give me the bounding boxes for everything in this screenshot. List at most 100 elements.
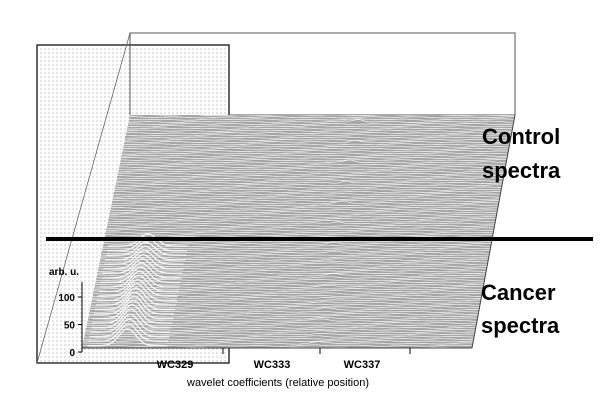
control-spectrum-trace bbox=[123, 145, 515, 148]
control-spectrum-trace bbox=[112, 197, 515, 200]
cancer-peak bbox=[87, 328, 168, 347]
y-tick-label: 0 bbox=[69, 348, 75, 359]
cancer-spectrum-trace bbox=[101, 250, 515, 255]
y-tick-label: 50 bbox=[64, 321, 76, 332]
control-label-line1: Control bbox=[482, 124, 560, 149]
cancer-peak bbox=[90, 313, 171, 333]
cancer-spectrum-trace bbox=[88, 315, 515, 318]
cancer-peak bbox=[94, 291, 175, 311]
control-spectrum-trace bbox=[123, 143, 515, 146]
cancer-peak bbox=[100, 266, 181, 284]
cancer-spectrum-trace bbox=[86, 324, 515, 327]
cancer-spectrum-trace bbox=[102, 247, 515, 250]
cancer-spectrum-trace bbox=[82, 341, 515, 345]
control-spectrum-trace bbox=[110, 208, 515, 212]
control-spectrum-trace bbox=[121, 154, 515, 157]
control-spectrum-trace bbox=[107, 224, 515, 227]
x-tick-label: WC333 bbox=[254, 359, 291, 371]
cancer-spectrum-trace bbox=[98, 265, 515, 268]
control-spectrum-trace bbox=[108, 218, 515, 221]
control-spectrum-trace bbox=[116, 179, 515, 182]
control-spectrum-trace bbox=[110, 206, 515, 209]
y-ticks: 0 50 100 bbox=[58, 293, 82, 359]
control-spectrum-trace bbox=[118, 170, 515, 173]
cancer-spectrum-trace bbox=[96, 279, 515, 282]
cancer-peak bbox=[101, 262, 182, 279]
control-spectrum-trace bbox=[103, 241, 515, 245]
cancer-spectrum-trace bbox=[84, 333, 515, 336]
spectrum-traces bbox=[82, 115, 515, 348]
control-spectrum-trace bbox=[126, 132, 515, 135]
control-spectrum-trace bbox=[112, 199, 515, 203]
cancer-peak bbox=[95, 287, 176, 306]
x-ticks: WC329 WC333 WC337 bbox=[157, 348, 411, 371]
cancer-spectrum-trace bbox=[100, 256, 515, 259]
control-spectrum-trace bbox=[109, 213, 515, 216]
cancer-spectrum-trace bbox=[89, 310, 515, 313]
y-axis-label: arb. u. bbox=[49, 267, 79, 278]
control-spectrum-trace bbox=[105, 231, 515, 234]
cancer-peak bbox=[103, 253, 184, 270]
cancer-spectrum-trace bbox=[94, 288, 515, 291]
control-spectrum-trace bbox=[119, 163, 515, 166]
control-spectrum-trace bbox=[120, 159, 515, 162]
control-spectrum-trace bbox=[124, 138, 515, 141]
cancer-peak bbox=[88, 323, 169, 342]
control-spectrum-trace bbox=[125, 136, 515, 139]
control-spectrum-trace bbox=[128, 123, 515, 126]
control-spectrum-trace bbox=[115, 186, 515, 189]
cancer-peak bbox=[98, 274, 179, 293]
control-spectrum-trace bbox=[118, 168, 515, 171]
cancer-peaks bbox=[87, 233, 188, 347]
cancer-spectrum-trace bbox=[85, 328, 515, 331]
control-spectrum-trace bbox=[108, 215, 515, 218]
cancer-spectrum-trace bbox=[95, 283, 515, 286]
control-label-line2: spectra bbox=[482, 158, 561, 183]
cancer-peak bbox=[96, 283, 177, 302]
cancer-peak bbox=[97, 278, 178, 297]
cancer-spectrum-trace bbox=[90, 306, 515, 309]
control-spectrum-trace bbox=[106, 229, 515, 232]
control-spectrum-trace bbox=[120, 159, 515, 164]
control-spectrum-trace bbox=[105, 233, 515, 236]
cancer-spectrum-trace bbox=[87, 318, 515, 322]
control-spectrum-trace bbox=[113, 195, 515, 198]
control-spectrum-trace bbox=[108, 220, 515, 223]
cancer-spectrum-trace bbox=[91, 299, 515, 302]
cancer-peak bbox=[99, 270, 180, 288]
cancer-spectrum-trace bbox=[99, 260, 515, 264]
control-spectrum-trace bbox=[121, 156, 515, 160]
cancer-label-line1: Cancer bbox=[481, 280, 556, 305]
control-spectrum-trace bbox=[125, 134, 515, 137]
control-spectrum-trace bbox=[115, 180, 515, 184]
cancer-spectrum-trace bbox=[92, 296, 515, 300]
cancer-spectrum-trace bbox=[91, 301, 515, 304]
cancer-spectrum-trace bbox=[83, 337, 515, 340]
control-spectrum-trace bbox=[114, 190, 515, 193]
control-spectrum-trace bbox=[126, 129, 515, 132]
cancer-peak bbox=[92, 303, 173, 324]
control-spectrum-trace bbox=[111, 200, 515, 205]
control-spectrum-trace bbox=[119, 165, 515, 169]
control-spectrum-trace bbox=[111, 204, 515, 207]
cancer-peak bbox=[93, 299, 174, 320]
cancer-label: Cancer spectra bbox=[481, 280, 562, 338]
control-spectrum-trace bbox=[122, 147, 515, 150]
cancer-peak bbox=[108, 233, 188, 247]
control-spectrum-trace bbox=[116, 177, 515, 180]
cancer-label-line2: spectra bbox=[481, 313, 560, 338]
control-spectrum-trace bbox=[113, 193, 515, 196]
frame-left-depth bbox=[36, 32, 131, 364]
cancer-peak bbox=[94, 295, 174, 315]
control-spectrum-trace bbox=[129, 115, 515, 117]
x-tick-label: WC337 bbox=[344, 359, 381, 371]
cancer-peak bbox=[102, 258, 183, 274]
control-spectrum-trace bbox=[109, 211, 515, 214]
control-spectrum-trace bbox=[128, 119, 515, 123]
control-spectrum-trace bbox=[129, 118, 515, 121]
cancer-peak bbox=[91, 308, 172, 329]
cancer-spectrum-trace bbox=[96, 273, 515, 277]
control-spectrum-trace bbox=[117, 175, 515, 178]
control-spectrum-trace bbox=[127, 125, 515, 128]
